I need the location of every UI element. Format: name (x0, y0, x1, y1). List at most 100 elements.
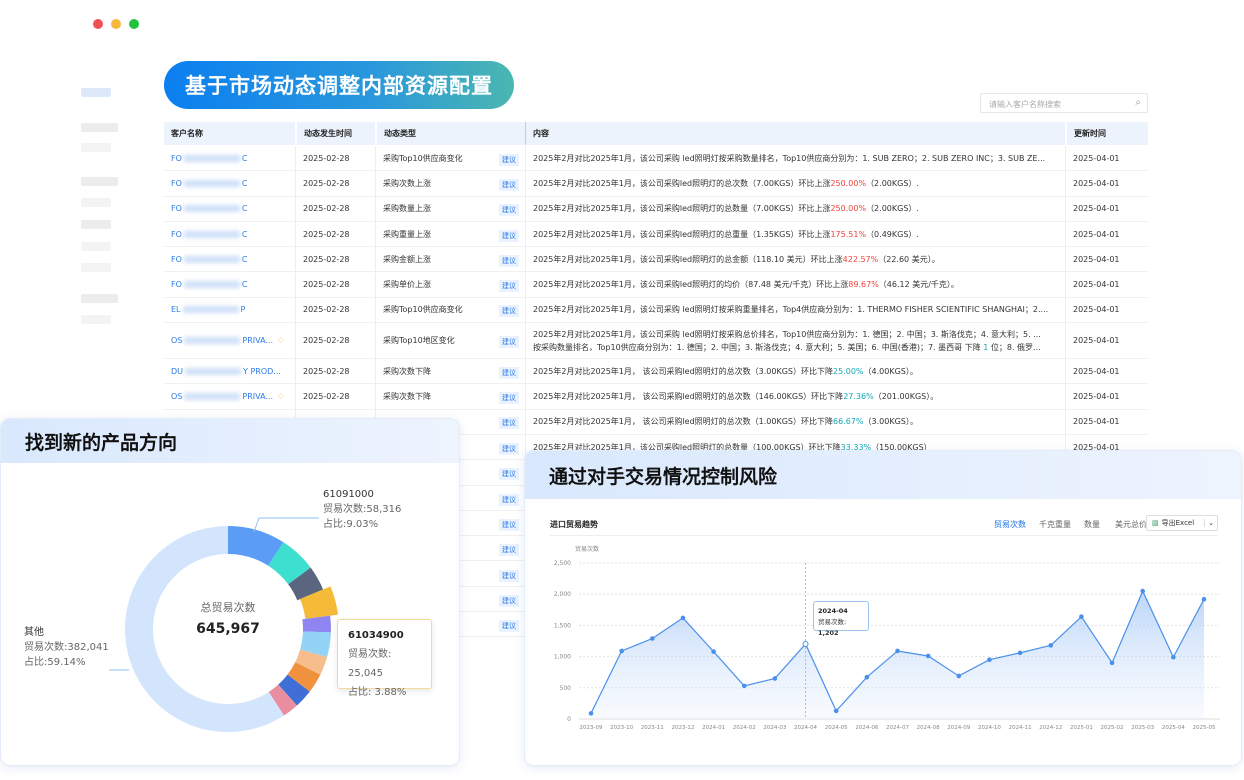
sidebar-item[interactable] (81, 294, 118, 303)
table-row[interactable]: FO C 2025-02-28 采购Top10供应商变化 建议 2025年2月对比… (164, 146, 1148, 172)
tab-quantity[interactable]: 数量 (1084, 520, 1100, 529)
suggestion-tag[interactable]: 建议 (499, 417, 519, 430)
callout-count: 贸易次数:382,041 (24, 642, 109, 653)
customer-name-link[interactable]: OS PRIVA... ♢ (164, 384, 295, 408)
suggestion-tag[interactable]: 建议 (499, 153, 519, 166)
sidebar-item[interactable] (81, 242, 111, 251)
table-row[interactable]: OS PRIVA... ♢ 2025-02-28 采购次数下降 建议 2025年2月… (164, 384, 1148, 410)
suggestion-tag[interactable]: 建议 (499, 204, 519, 217)
table-row[interactable]: FO C 2025-02-28 采购次数上涨 建议 2025年2月对比2025年1… (164, 171, 1148, 197)
customer-name-link[interactable]: FO C (164, 171, 295, 195)
customer-name-link[interactable]: EL P (164, 298, 295, 322)
tab-trade-count[interactable]: 贸易次数 (994, 520, 1026, 529)
suggestion-tag[interactable]: 建议 (499, 468, 519, 481)
donut-slice[interactable] (287, 662, 321, 692)
event-date: 2025-02-28 (295, 247, 375, 272)
data-point (650, 636, 655, 641)
tab-kg-weight[interactable]: 千克重量 (1039, 520, 1071, 529)
customer-name-link[interactable]: DU Y PROD... (164, 359, 295, 383)
content-cell: 2025年2月对比2025年1月，该公司采购 led照明灯按采购重量排名，Top… (525, 297, 1065, 323)
header-type[interactable]: 动态类型 (375, 122, 525, 145)
header-updated[interactable]: 更新时间 (1065, 122, 1148, 145)
table-row[interactable]: OS PRIVA... ♢ 2025-02-28 采购Top10地区变化 建议 20… (164, 323, 1148, 360)
minimize-window-button[interactable] (111, 19, 121, 29)
sidebar-item[interactable] (81, 177, 118, 186)
customer-name-link[interactable]: FO C (164, 222, 295, 246)
table-row[interactable]: DU Y PROD... 2025-02-28 采购次数下降 建议 2025年2月… (164, 359, 1148, 385)
name-start: EL (171, 305, 181, 315)
suggestion-tag[interactable]: 建议 (499, 493, 519, 506)
customer-name-link[interactable]: FO C (164, 197, 295, 221)
sidebar-item[interactable] (81, 220, 111, 229)
sidebar-item[interactable] (81, 88, 111, 97)
header-content[interactable]: 内容 (525, 122, 1065, 145)
suggestion-tag[interactable]: 建议 (499, 442, 519, 455)
search-icon[interactable]: ⌕ (1135, 97, 1141, 108)
suggestion-tag[interactable]: 建议 (499, 544, 519, 557)
sidebar-item[interactable] (81, 123, 118, 132)
donut-slice[interactable] (125, 526, 284, 732)
header-customer[interactable]: 客户名称 (171, 129, 203, 138)
suggestion-tag[interactable]: 建议 (499, 178, 519, 191)
customer-name-link[interactable]: FO C (164, 273, 295, 297)
change-value: 1 (983, 342, 989, 352)
data-point (833, 708, 839, 714)
table-row[interactable]: FO C 2025-02-28 采购金额上涨 建议 2025年2月对比2025年1… (164, 247, 1148, 273)
suggestion-tag[interactable]: 建议 (499, 518, 519, 531)
center-value: 645,967 (196, 621, 260, 637)
sidebar-item[interactable] (81, 315, 111, 324)
change-value: 33.33% (840, 442, 872, 452)
donut-slice[interactable] (295, 649, 328, 675)
content-text: 2025年2月对比2025年1月， 该公司采购led照明灯的总次数（146.00… (533, 392, 844, 402)
suggestion-tag[interactable]: 建议 (499, 620, 519, 633)
donut-slice[interactable] (302, 615, 331, 633)
sidebar-item[interactable] (81, 263, 111, 272)
export-excel-button[interactable]: ▧ 导出Excel ⌄ (1146, 515, 1218, 531)
suggestion-tag[interactable]: 建议 (499, 594, 519, 607)
panel-title: 找到新的产品方向 (1, 419, 459, 463)
suggestion-tag[interactable]: 建议 (499, 280, 519, 293)
customer-name-link[interactable]: FO C (164, 146, 295, 170)
data-point (1201, 596, 1207, 602)
suggestion-tag[interactable]: 建议 (499, 392, 519, 405)
content-cell: 2025年2月对比2025年1月，该公司采购 led照明灯按采购总价排名，Top… (525, 323, 1065, 359)
tag-icon[interactable]: ♢ (277, 392, 285, 402)
donut-slice[interactable] (268, 684, 298, 716)
callout-count: 贸易次数:58,316 (323, 504, 402, 515)
suggestion-tag[interactable]: 建议 (499, 305, 519, 318)
tag-icon[interactable]: ♢ (277, 336, 285, 346)
suggestion-tag[interactable]: 建议 (499, 229, 519, 242)
suggestion-tag[interactable]: 建议 (499, 569, 519, 582)
redacted-name (182, 306, 239, 314)
donut-slice[interactable] (268, 542, 311, 585)
header-date[interactable]: 动态发生时间 (295, 122, 375, 145)
updated-date: 2025-04-01 (1065, 272, 1148, 297)
table-row[interactable]: FO C 2025-02-28 采购数量上涨 建议 2025年2月对比2025年1… (164, 196, 1148, 222)
donut-slice[interactable] (228, 526, 284, 566)
close-window-button[interactable] (93, 19, 103, 29)
callout-61091000: 61091000 贸易次数:58,316 占比:9.03% (323, 487, 401, 532)
donut-slice[interactable] (278, 674, 310, 706)
customer-search-input[interactable]: 请输入客户名称搜索 ⌕ (980, 93, 1148, 113)
maximize-window-button[interactable] (129, 19, 139, 29)
trade-trend-chart: 贸易次数 0 500 1,000 1,500 2,000 2,500 2023-09 2023-… (554, 545, 1220, 731)
customer-name-link[interactable]: FO C (164, 247, 295, 271)
table-row[interactable]: FO C 2025-02-28 采购重量上涨 建议 2025年2月对比2025年1… (164, 221, 1148, 248)
suggestion-tag[interactable]: 建议 (499, 254, 519, 267)
content-suffix: （2.00KGS）. (866, 178, 919, 188)
sidebar-item[interactable] (81, 143, 111, 152)
customer-name-link[interactable]: OS PRIVA... ♢ (164, 323, 295, 358)
sidebar-item[interactable] (81, 198, 111, 207)
donut-slice[interactable] (300, 586, 339, 619)
content-cell: 2025年2月对比2025年1月， 该公司采购led照明灯的总次数（3.00KG… (525, 359, 1065, 384)
content-suffix: （2.00KGS）. (866, 204, 919, 214)
suggestion-tag[interactable]: 建议 (499, 366, 519, 379)
donut-slice[interactable] (300, 631, 331, 658)
suggestion-tag[interactable]: 建议 (499, 336, 519, 349)
donut-slice[interactable] (288, 567, 324, 601)
chevron-down-icon[interactable]: ⌄ (1204, 519, 1217, 527)
tab-usd-total[interactable]: 美元总价 (1115, 520, 1147, 529)
data-point (925, 653, 931, 659)
table-row[interactable]: EL P 2025-02-28 采购Top10供应商变化 建议 2025年2月对比… (164, 297, 1148, 324)
table-row[interactable]: FO C 2025-02-28 采购单价上涨 建议 2025年2月对比2025年1… (164, 272, 1148, 298)
